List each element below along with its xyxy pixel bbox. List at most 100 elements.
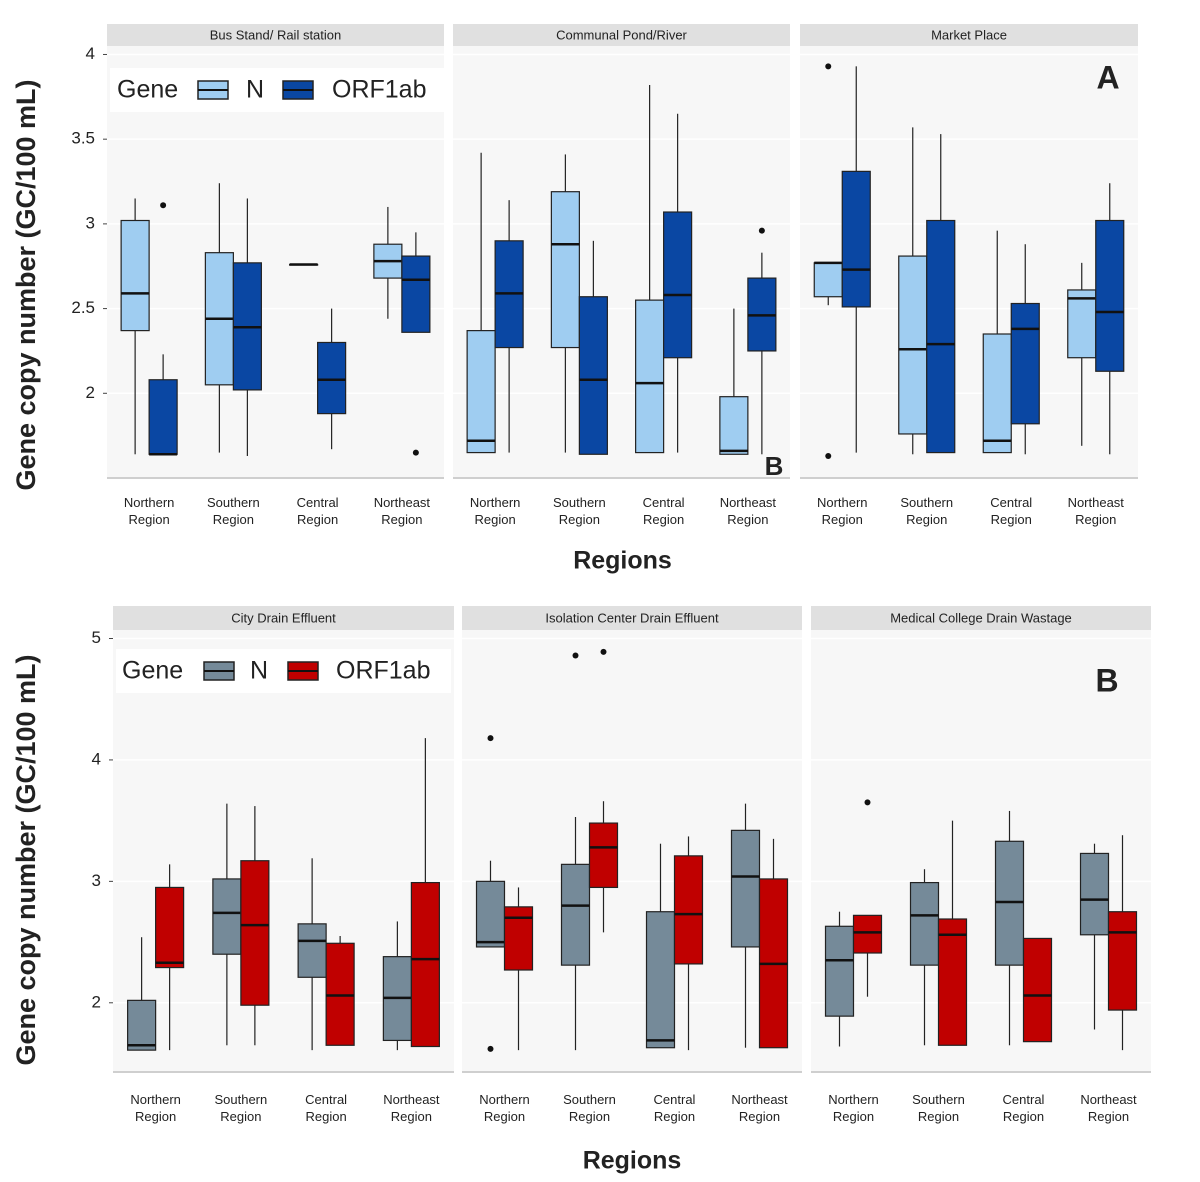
y-tick-label: 3 <box>92 871 101 890</box>
y-axis-title: Gene copy number (GC/100 mL) <box>11 654 41 1065</box>
y-tick-label: 2.5 <box>71 298 95 317</box>
outlier <box>600 648 607 655</box>
box <box>1067 289 1097 359</box>
box <box>127 999 157 1051</box>
box <box>1022 937 1053 1043</box>
box <box>813 262 843 298</box>
x-tick-label: Northern Region <box>816 495 868 527</box>
x-tick-label: Northeast Region <box>1080 1092 1137 1124</box>
x-tick-label: Southern Region <box>214 1092 268 1124</box>
box <box>317 341 347 415</box>
panel-label: A <box>1096 59 1119 95</box>
box <box>937 918 968 1046</box>
facet-strip <box>113 606 454 630</box>
x-tick-label: Central Region <box>642 495 685 527</box>
box <box>1010 302 1040 425</box>
box <box>982 333 1012 454</box>
x-tick-label: Northeast Region <box>731 1092 788 1124</box>
y-tick-label: 2 <box>86 383 95 402</box>
facet-title: Medical College Drain Wastage <box>890 610 1072 625</box>
legend-title: Gene <box>117 76 178 104</box>
legend-label: N <box>246 76 264 104</box>
x-tick-label: Northern Region <box>123 495 175 527</box>
x-tick-label: Northeast Region <box>719 495 777 527</box>
outlier <box>487 735 494 742</box>
legend-background <box>116 649 451 693</box>
x-tick-label: Southern Region <box>912 1092 965 1124</box>
panel-label: B <box>1095 662 1118 698</box>
facet-title: Isolation Center Drain Effluent <box>545 610 719 625</box>
x-axis-title: Regions <box>573 547 672 575</box>
box <box>645 911 676 1049</box>
x-tick-label: Central Region <box>1002 1092 1045 1124</box>
box <box>852 914 883 954</box>
box <box>719 396 749 455</box>
box <box>926 219 956 454</box>
facet-strip <box>800 24 1138 46</box>
box <box>909 881 940 966</box>
x-tick-label: Northern Region <box>130 1092 181 1124</box>
y-tick-label: 4 <box>86 44 95 63</box>
outlier <box>572 652 579 659</box>
box <box>148 379 178 455</box>
box <box>212 878 242 955</box>
box <box>410 881 440 1048</box>
box <box>663 211 693 359</box>
y-tick-label: 5 <box>92 628 101 647</box>
facet-strip <box>462 606 802 630</box>
box <box>578 296 608 455</box>
facet-title: Communal Pond/River <box>556 27 687 42</box>
facet-strip <box>453 24 790 46</box>
y-axis-title: Gene copy number (GC/100 mL) <box>11 79 41 490</box>
x-tick-label: Central Region <box>296 495 339 527</box>
outlier <box>487 1045 494 1052</box>
box <box>635 299 665 454</box>
x-tick-label: Southern Region <box>552 495 606 527</box>
box <box>120 219 150 332</box>
box <box>824 925 855 1017</box>
x-tick-label: Northern Region <box>469 495 521 527</box>
x-tick-label: Southern Region <box>563 1092 616 1124</box>
box <box>1079 852 1110 936</box>
x-tick-label: Northern Region <box>828 1092 879 1124</box>
facet-title: Bus Stand/ Rail station <box>210 27 342 42</box>
y-tick-label: 2 <box>92 992 101 1011</box>
box <box>1107 911 1138 1011</box>
box <box>1095 219 1125 372</box>
box <box>401 255 431 333</box>
annotation: B <box>765 451 784 481</box>
outlier <box>412 449 419 456</box>
x-tick-label: Central Region <box>653 1092 696 1124</box>
legend-title: Gene <box>122 657 183 685</box>
legend-background <box>110 68 445 112</box>
x-tick-label: Northeast Region <box>383 1092 440 1124</box>
box <box>297 923 327 978</box>
x-tick-label: Central Region <box>305 1092 348 1124</box>
y-tick-label: 3 <box>86 213 95 232</box>
facet-title: City Drain Effluent <box>231 610 336 625</box>
box <box>550 191 580 349</box>
box <box>588 822 619 889</box>
box <box>503 906 534 971</box>
x-tick-label: Central Region <box>990 495 1033 527</box>
box <box>240 860 270 1006</box>
legend-label: N <box>250 657 268 685</box>
legend-label: ORF1ab <box>332 76 426 104</box>
facet-title: Market Place <box>931 27 1007 42</box>
x-tick-label: Northern Region <box>479 1092 530 1124</box>
outlier <box>825 63 832 70</box>
x-tick-label: Northeast Region <box>373 495 431 527</box>
y-tick-label: 3.5 <box>71 129 95 148</box>
x-tick-label: Northeast Region <box>1067 495 1124 527</box>
outlier <box>160 202 167 209</box>
y-tick-label: 4 <box>92 749 101 768</box>
legend-label: ORF1ab <box>336 657 430 685</box>
box <box>466 330 496 454</box>
box <box>673 855 704 965</box>
outlier <box>758 227 765 234</box>
x-axis-title: Regions <box>583 1147 682 1175</box>
facet-strip <box>107 24 444 46</box>
box <box>898 255 928 435</box>
